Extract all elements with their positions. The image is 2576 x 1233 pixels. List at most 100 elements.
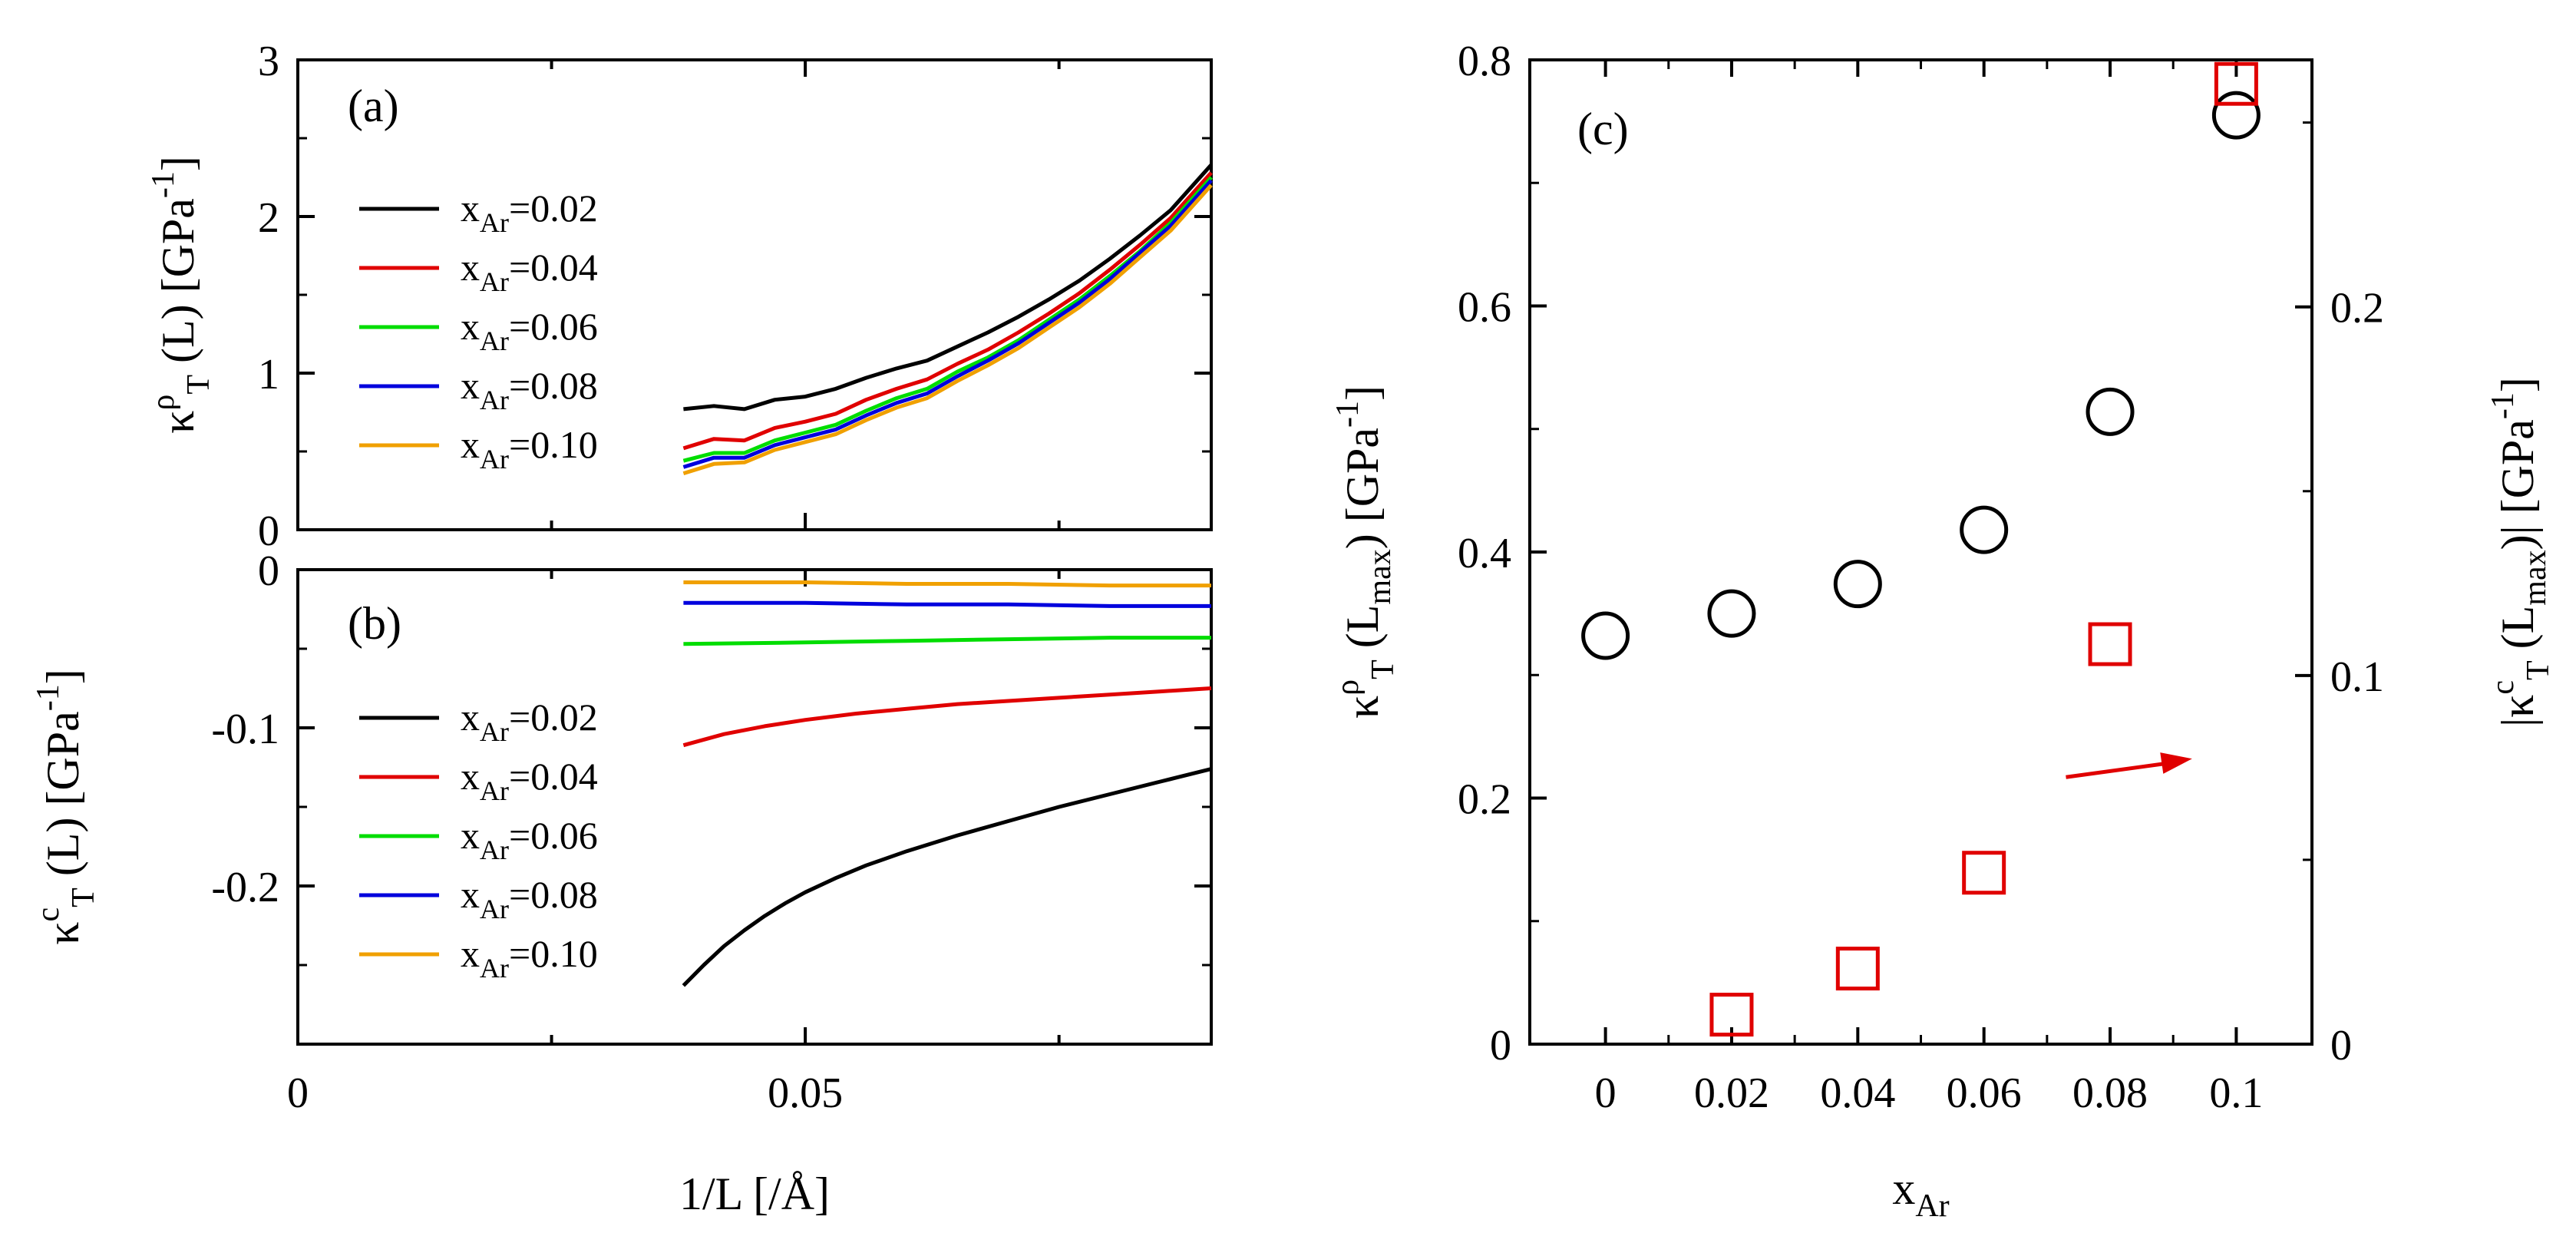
panel-a-series-line-3 — [682, 179, 1213, 469]
panel-b-series-line-1 — [682, 686, 1212, 748]
panel-c-xtick-label-5: 0.1 — [2209, 1069, 2263, 1117]
panel-c-ytick-label-1: 0.2 — [1458, 776, 1511, 824]
legend-sub: Ar — [480, 266, 509, 297]
panel-c-label: (c) — [1577, 104, 1629, 154]
panel-a-legend-entry-1: xAr=0.04 — [461, 246, 598, 297]
panel-c-ylabel: κρT (Lmax) [GPa-1] — [1330, 385, 1401, 719]
ylabel-unit-sup: -1 — [1330, 401, 1366, 428]
panel-c-square-point-4 — [2214, 61, 2258, 106]
legend-sub: Ar — [480, 835, 509, 865]
panel-a-legend-entry-4: xAr=0.10 — [461, 423, 598, 474]
panel-b-xtick-label-0: 0 — [287, 1069, 309, 1117]
ylabel-kappa: κ — [1337, 696, 1388, 719]
ylabel-sub: T — [66, 888, 101, 907]
panel-b-ylabel: κcT (L) [GPa-1] — [31, 669, 101, 944]
y2label-rest2: )| [GPa — [2492, 419, 2543, 550]
panel-c-square-point-0 — [1709, 993, 1754, 1037]
panel-c-circle-point-0 — [1581, 611, 1630, 660]
legend-var: x — [461, 814, 480, 857]
panel-c-arrow-head — [2160, 752, 2192, 774]
panel-b-legend-entry-3: xAr=0.08 — [461, 873, 598, 924]
legend-sub: Ar — [480, 775, 509, 806]
legend-value: =0.06 — [509, 814, 598, 857]
panel-c-square-point-1 — [1835, 947, 1880, 991]
ylabel-sup: ρ — [1330, 679, 1366, 696]
legend-value: =0.04 — [509, 246, 598, 289]
panel-b-series-line-3 — [683, 600, 1211, 608]
legend-sub: Ar — [480, 444, 509, 474]
legend-sub: Ar — [480, 894, 509, 924]
panel-c-y2tick-label-0: 0 — [2330, 1022, 2352, 1069]
panel-c-ytick-label-3: 0.6 — [1458, 284, 1511, 332]
y2label-close: ] — [2492, 377, 2543, 392]
panel-a-ytick-label-3: 3 — [258, 38, 279, 85]
legend-sub: Ar — [480, 385, 509, 415]
panel-b-legend-entry-2: xAr=0.06 — [461, 814, 598, 865]
xlabel-var: x — [1892, 1163, 1915, 1214]
ylabel-sub: T — [181, 375, 216, 395]
legend-var: x — [461, 364, 480, 407]
panel-b-legend-entry-1: xAr=0.04 — [461, 755, 598, 806]
ylabel-unit-sup: -1 — [31, 684, 66, 711]
ylabel-close: ] — [38, 669, 88, 684]
ylabel-unit-sup: -1 — [146, 171, 181, 198]
panel-b-series-line-4 — [683, 580, 1211, 588]
panel-c-y2label: |κcT (Lmax)| [GPa-1] — [2485, 377, 2556, 727]
panel-b-frame — [296, 568, 1213, 1046]
legend-var: x — [461, 305, 480, 348]
panel-c-arrow-shaft — [2066, 759, 2179, 779]
panel-a-ylabel: κρT (L) [GPa-1] — [146, 156, 216, 434]
ylabel-kappa: κ — [153, 411, 203, 434]
panel-b-series-line-0 — [682, 767, 1212, 987]
ylabel-sup: c — [31, 907, 66, 922]
panel-c-frame — [1528, 58, 2313, 1046]
panel-a-series-group — [682, 164, 1213, 475]
panel-b-series-group — [682, 580, 1212, 987]
panel-a-series-line-2 — [682, 176, 1213, 463]
ylabel-lsub: max — [1362, 549, 1398, 604]
panel-c-xlabel: xAr — [1892, 1163, 1949, 1224]
panel-c-circle-point-5 — [2211, 91, 2261, 140]
xlabel-sub: Ar — [1915, 1188, 1949, 1224]
legend-var: x — [461, 755, 480, 798]
legend-value: =0.10 — [509, 423, 598, 466]
legend-sub: Ar — [480, 953, 509, 983]
panel-c-square-point-2 — [1962, 851, 2006, 895]
legend-var: x — [461, 873, 480, 916]
y2label-unit-sup: -1 — [2485, 392, 2521, 419]
panel-a-legend-entry-2: xAr=0.06 — [461, 305, 598, 356]
panel-b-xlabel: 1/L [/Å] — [679, 1169, 830, 1219]
ylabel-rest: (L) [GPa — [153, 198, 203, 375]
panel-c-xtick-label-3: 0.06 — [1947, 1069, 2022, 1117]
legend-value: =0.08 — [509, 873, 598, 916]
y2label-lsub: max — [2518, 550, 2553, 605]
panel-c-xtick-label-2: 0.04 — [1820, 1069, 1895, 1117]
legend-sub: Ar — [480, 207, 509, 238]
legend-var: x — [461, 187, 480, 230]
panel-c-ytick-label-2: 0.4 — [1458, 530, 1511, 577]
ylabel-sub: T — [1366, 659, 1401, 679]
panel-c-ytick-label-4: 0.8 — [1458, 38, 1511, 85]
panel-b-legend-entry-4: xAr=0.10 — [461, 932, 598, 983]
panel-c-y2tick-label-1: 0.1 — [2330, 653, 2384, 701]
legend-value: =0.10 — [509, 932, 598, 975]
y2label-kappa: |κ — [2492, 695, 2543, 727]
ylabel-rest: (L — [1337, 605, 1388, 660]
legend-value: =0.06 — [509, 305, 598, 348]
panel-b-label: (b) — [348, 598, 401, 649]
legend-var: x — [461, 932, 480, 975]
panel-b-xtick-label-1: 0.05 — [768, 1069, 843, 1117]
legend-value: =0.04 — [509, 755, 598, 798]
panel-c-xtick-label-4: 0.08 — [2072, 1069, 2148, 1117]
panel-a-label: (a) — [348, 81, 399, 131]
legend-var: x — [461, 246, 480, 289]
legend-value: =0.08 — [509, 364, 598, 407]
ylabel-rest: (L) [GPa — [38, 711, 88, 888]
ylabel-sup: ρ — [146, 395, 181, 411]
panel-c-square-point-3 — [2088, 622, 2132, 666]
panel-b-ytick-label-1: -0.1 — [211, 706, 279, 753]
panel-a-series-line-4 — [682, 183, 1213, 475]
panel-c-circle-point-1 — [1707, 589, 1756, 638]
panel-c-circle-point-4 — [2086, 387, 2135, 436]
